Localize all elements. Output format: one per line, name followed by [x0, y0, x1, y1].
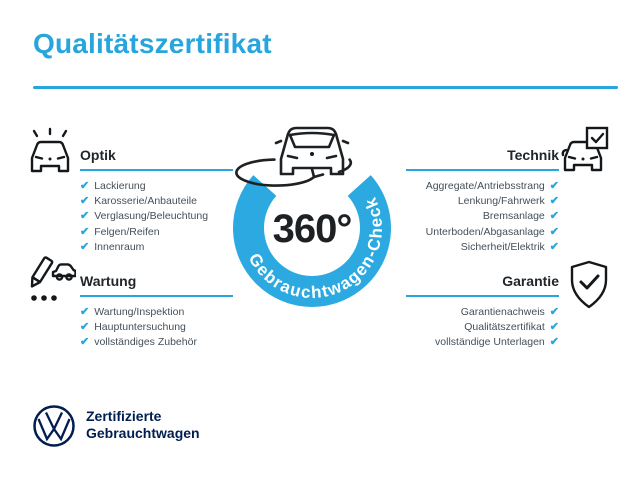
check-item: vollständige Unterlagen ✔ [435, 335, 559, 350]
check-item: Unterboden/Abgasanlage ✔ [426, 225, 559, 240]
check-item-label: vollständiges Zubehör [94, 336, 197, 349]
check-item: ✔ Wartung/Inspektion [80, 305, 197, 320]
check-item: ✔ Felgen/Reifen [80, 225, 208, 240]
check-item: Qualitätszertifikat ✔ [435, 320, 559, 335]
check-item: Sicherheit/Elektrik ✔ [426, 240, 559, 255]
check-icon: ✔ [80, 240, 90, 253]
check-item-label: Qualitätszertifikat [464, 321, 545, 334]
check-icon: ✔ [549, 336, 559, 349]
check-icon: ✔ [80, 180, 90, 192]
check-item: ✔ Lackierung [80, 179, 208, 194]
sparkling-car-icon [27, 127, 73, 175]
technik-checklist: Aggregate/Antriebsstrang ✔ Lenkung/Fahrwe… [426, 179, 559, 255]
check-item-label: Wartung/Inspektion [94, 306, 185, 318]
check-icon: ✔ [80, 210, 90, 223]
check-icon: ✔ [80, 195, 90, 208]
check-item-label: Garantienachweis [460, 306, 545, 318]
check-item-label: Unterboden/Abgasanlage [425, 225, 545, 238]
section-rule-garantie [406, 295, 559, 297]
check-item-label: Karosserie/Anbauteile [94, 195, 197, 208]
check-icon: ✔ [549, 195, 559, 208]
check-item-label: vollständige Unterlagen [435, 336, 545, 349]
check-icon: ✔ [80, 306, 90, 318]
check-icon: ✔ [549, 180, 559, 192]
shield-check-icon [567, 260, 611, 310]
check-item: ✔ Karosserie/Anbauteile [80, 194, 208, 209]
title-divider [33, 86, 618, 89]
brand-claim: Zertifizierte Gebrauchtwagen [86, 408, 200, 441]
check-item-label: Lenkung/Fahrwerk [457, 195, 545, 208]
check-icon: ✔ [549, 321, 559, 334]
check-item-label: Innenraum [94, 240, 145, 253]
check-item: Lenkung/Fahrwerk ✔ [426, 194, 559, 209]
check-icon: ✔ [549, 225, 559, 238]
section-heading-optik: Optik [80, 147, 116, 163]
check-icon: ✔ [549, 210, 559, 223]
page-title: Qualitätszertifikat [33, 28, 272, 59]
car-rotate-icon [235, 126, 353, 187]
section-heading-technik: Technik [507, 147, 559, 163]
service-checklist-icon [26, 256, 76, 308]
badge-ring [233, 175, 391, 307]
brand-claim-line1: Zertifizierte [86, 408, 162, 424]
360-check-badge: Gebrauchtwagen-Check 360° [233, 126, 391, 307]
check-item-label: Felgen/Reifen [94, 225, 160, 238]
check-item: Garantienachweis ✔ [435, 305, 559, 320]
check-icon: ✔ [80, 225, 90, 238]
check-item: ✔ vollständiges Zubehör [80, 335, 197, 350]
check-item: ✔ Innenraum [80, 240, 208, 255]
brand-claim-line2: Gebrauchtwagen [86, 424, 200, 441]
garantie-checklist: Garantienachweis ✔ Qualitätszertifikat ✔ v… [435, 305, 559, 351]
section-rule-optik [80, 169, 233, 171]
section-rule-wartung [80, 295, 233, 297]
check-item: ✔ Hauptuntersuchung [80, 320, 197, 335]
check-icon: ✔ [80, 336, 90, 349]
section-heading-wartung: Wartung [80, 273, 137, 289]
optik-checklist: ✔ Lackierung ✔ Karosserie/Anbauteile ✔ Verg… [80, 179, 208, 255]
badge-degree-label: 360° [273, 207, 352, 251]
check-item: Aggregate/Antriebsstrang ✔ [426, 179, 559, 194]
car-checkbox-icon [561, 126, 611, 174]
check-item: Bremsanlage ✔ [426, 209, 559, 224]
wartung-checklist: ✔ Wartung/Inspektion ✔ Hauptuntersuchung ✔… [80, 305, 197, 351]
check-item-label: Verglasung/Beleuchtung [94, 210, 209, 223]
vw-logo [32, 404, 76, 448]
check-item-label: Hauptuntersuchung [94, 321, 186, 334]
section-rule-technik [406, 169, 559, 171]
check-icon: ✔ [80, 321, 90, 334]
check-item-label: Aggregate/Antriebsstrang [425, 180, 545, 192]
check-icon: ✔ [549, 240, 559, 253]
section-heading-garantie: Garantie [502, 273, 559, 289]
check-item-label: Bremsanlage [482, 210, 545, 223]
check-item-label: Lackierung [94, 180, 146, 192]
check-item: ✔ Verglasung/Beleuchtung [80, 209, 208, 224]
check-item-label: Sicherheit/Elektrik [460, 240, 545, 253]
check-icon: ✔ [549, 306, 559, 318]
